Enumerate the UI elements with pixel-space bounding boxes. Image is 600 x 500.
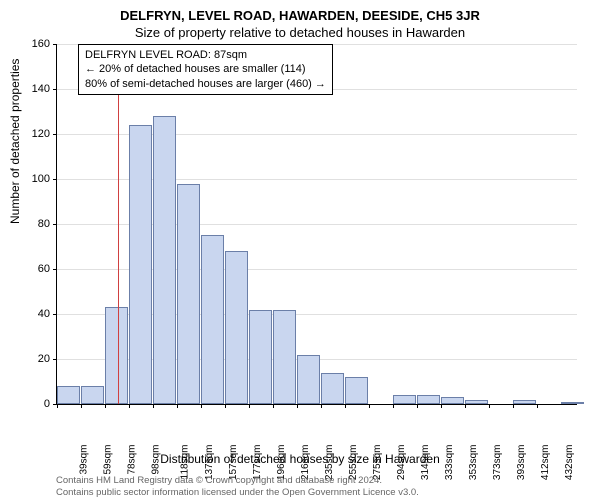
x-tick [369,404,370,408]
x-tick [345,404,346,408]
x-tick [465,404,466,408]
y-tick-label: 120 [22,128,50,140]
x-tick [417,404,418,408]
plot-area: 02040608010012014016039sqm59sqm78sqm98sq… [56,44,577,405]
histogram-bar [81,386,104,404]
histogram-bar [417,395,440,404]
y-tick [53,359,57,360]
y-tick [53,179,57,180]
histogram-bar [513,400,536,405]
y-tick-label: 20 [22,353,50,365]
footer-line-1: Contains HM Land Registry data © Crown c… [56,475,419,486]
x-tick [513,404,514,408]
x-tick [249,404,250,408]
histogram-bar [249,310,272,405]
x-tick [177,404,178,408]
marker-line [118,44,119,404]
x-tick [273,404,274,408]
x-tick [57,404,58,408]
histogram-bar [225,251,248,404]
y-tick-label: 80 [22,218,50,230]
histogram-bar [561,402,584,404]
x-tick [393,404,394,408]
x-tick [537,404,538,408]
info-line-1: DELFRYN LEVEL ROAD: 87sqm [85,48,326,62]
x-tick [129,404,130,408]
histogram-bar [201,235,224,404]
y-axis-label: Number of detached properties [8,59,22,224]
y-tick [53,269,57,270]
histogram-bar [57,386,80,404]
y-tick-label: 60 [22,263,50,275]
x-axis-label: Distribution of detached houses by size … [0,452,600,466]
y-tick [53,89,57,90]
histogram-bar [153,116,176,404]
histogram-bar [105,307,128,404]
histogram-bar [393,395,416,404]
histogram-bar [273,310,296,405]
histogram-bar [129,125,152,404]
x-tick [201,404,202,408]
y-tick-label: 100 [22,173,50,185]
histogram-bar [441,397,464,404]
chart-title: DELFRYN, LEVEL ROAD, HAWARDEN, DEESIDE, … [0,0,600,23]
histogram-bar [177,184,200,405]
y-tick-label: 40 [22,308,50,320]
info-line-3: 80% of semi-detached houses are larger (… [85,77,326,91]
x-tick [105,404,106,408]
y-tick-label: 0 [22,398,50,410]
y-tick-label: 160 [22,38,50,50]
y-tick [53,314,57,315]
histogram-bar [321,373,344,405]
y-tick-label: 140 [22,83,50,95]
x-tick [489,404,490,408]
histogram-bar [297,355,320,405]
x-tick [225,404,226,408]
x-tick [297,404,298,408]
histogram-bar [345,377,368,404]
x-tick [441,404,442,408]
y-tick [53,134,57,135]
footer-attribution: Contains HM Land Registry data © Crown c… [56,475,419,498]
y-tick [53,44,57,45]
histogram-bar [465,400,488,405]
info-box: DELFRYN LEVEL ROAD: 87sqm ← 20% of detac… [78,44,333,95]
chart-subtitle: Size of property relative to detached ho… [0,23,600,40]
y-tick [53,224,57,225]
x-tick [81,404,82,408]
info-line-2: ← 20% of detached houses are smaller (11… [85,62,326,76]
footer-line-2: Contains public sector information licen… [56,487,419,498]
x-tick [321,404,322,408]
x-tick [153,404,154,408]
